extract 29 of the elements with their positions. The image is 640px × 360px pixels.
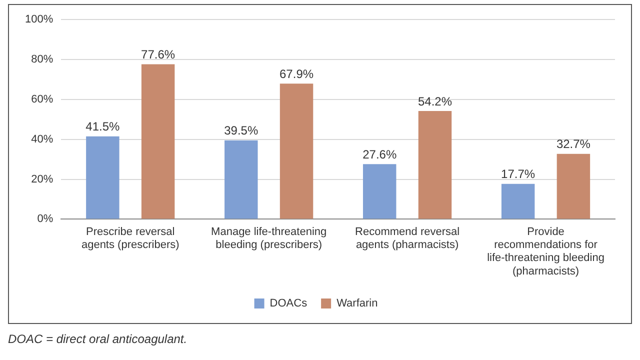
y-tick-label: 0% (37, 213, 54, 226)
y-tick-label: 60% (31, 93, 54, 106)
data-label: 77.6% (141, 48, 176, 62)
data-label: 39.5% (224, 124, 258, 138)
bar (141, 64, 175, 219)
bar (556, 154, 590, 219)
x-tick-label: Manage life-threatening bleeding (prescribers) (211, 226, 327, 252)
data-label: 32.7% (556, 137, 591, 152)
bar (224, 140, 258, 219)
legend-label: DOACs (270, 298, 308, 310)
y-tick-label: 40% (31, 133, 54, 146)
data-label: 54.2% (418, 94, 452, 108)
data-label: 67.9% (280, 66, 314, 81)
data-label: 17.7% (501, 167, 536, 182)
bar (280, 84, 314, 219)
y-tick-label: 100% (24, 14, 54, 26)
bar (362, 164, 396, 219)
x-tick-label: Prescribe reversal agents (prescribers) (81, 226, 180, 252)
data-label: 27.6% (362, 147, 397, 162)
x-tick-label: Recommend reversal agents (pharmacists) (355, 226, 460, 252)
y-tick-label: 80% (31, 54, 54, 66)
bar (418, 111, 452, 219)
bar (501, 184, 535, 219)
bar (86, 136, 120, 219)
y-tick-label: 20% (31, 173, 54, 186)
legend-label: Warfarin (336, 298, 378, 310)
data-label: 41.5% (86, 120, 120, 134)
text: DOAC = direct oral anticoagulant. (8, 332, 188, 346)
x-tick-label: Provide recommendations for life-threatening bleeding (pharmacists) (487, 226, 604, 278)
